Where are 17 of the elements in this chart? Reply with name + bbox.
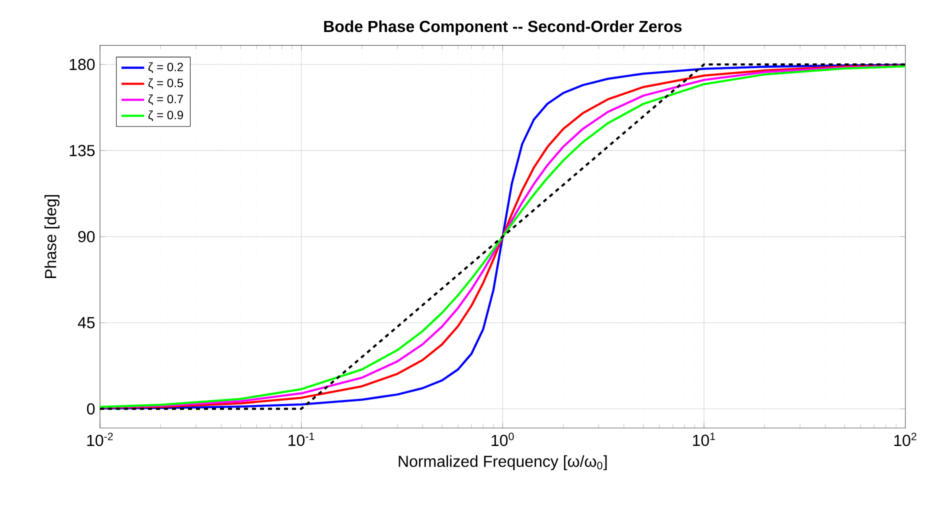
- y-axis-title: Phase [deg]: [44, 195, 60, 278]
- y-tick-label: 135: [70, 144, 95, 156]
- x-tick-label: 10$^{-2}$: [87, 432, 113, 446]
- legend-label: ζ = 0.2: [148, 62, 183, 74]
- x-tick-label: 10$^{-1}$: [288, 432, 314, 446]
- x-tick-label: 10$^{0}$: [492, 432, 514, 446]
- legend-label: ζ = 0.9: [148, 110, 184, 122]
- x-axis-title: Normalized Frequency [ω/ω$_{0}$]: [398, 455, 607, 470]
- y-tick-label: 0: [87, 403, 95, 415]
- legend-label: ζ = 0.7: [148, 94, 183, 106]
- x-tick-label: 10$^{2}$: [894, 432, 916, 446]
- x-tick-label: 10$^{1}$: [693, 432, 716, 446]
- y-tick-label: 45: [78, 317, 95, 328]
- y-tick-label: 180: [70, 58, 95, 70]
- y-tick-label: 90: [78, 230, 95, 242]
- chart-title: Bode Phase Component -- Second-Order Zeros: [324, 20, 682, 36]
- legend-label: ζ = 0.5: [148, 78, 184, 90]
